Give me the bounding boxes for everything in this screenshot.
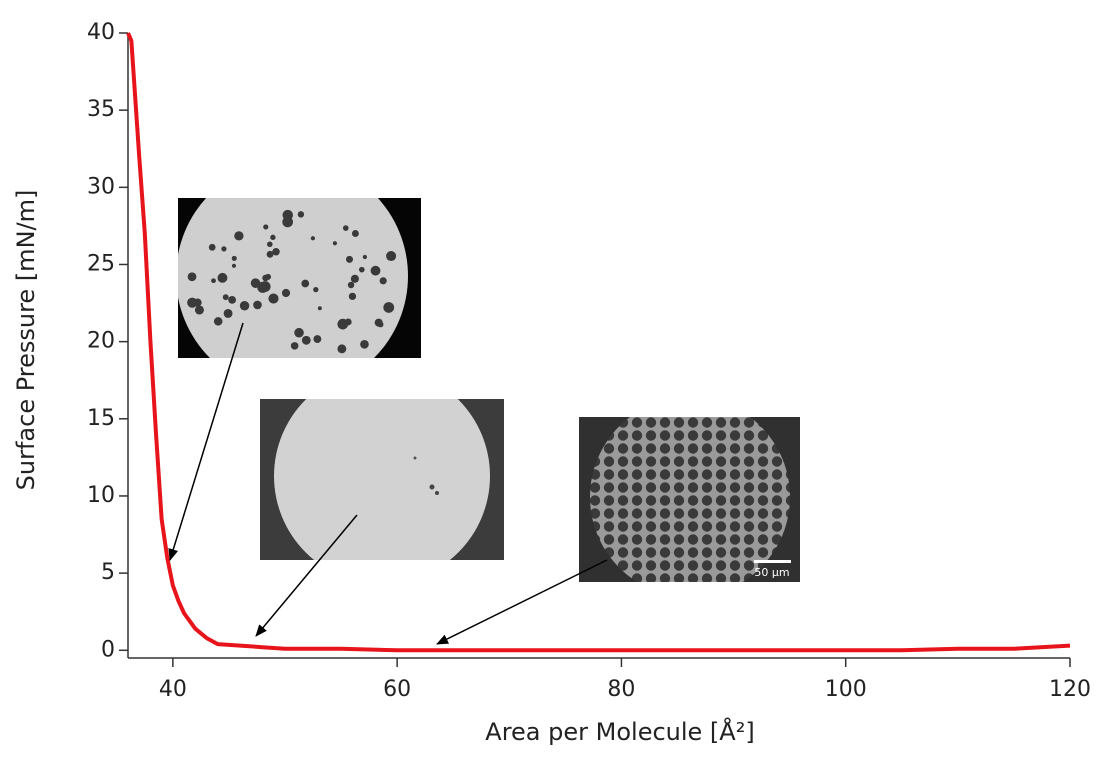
inset-3: 50 µm bbox=[579, 417, 800, 582]
domain-spot bbox=[336, 189, 341, 194]
inset-1 bbox=[178, 174, 421, 372]
domain-spot bbox=[332, 241, 338, 246]
y-tick-label: 15 bbox=[87, 406, 115, 431]
data-line bbox=[126, 32, 1071, 653]
domain-spot bbox=[297, 364, 302, 369]
domain-spot bbox=[301, 335, 311, 345]
domain-spot bbox=[287, 188, 295, 196]
y-tick-label: 25 bbox=[87, 251, 115, 276]
domain-spot bbox=[259, 281, 271, 292]
domain-spot bbox=[272, 191, 278, 197]
domain-spot bbox=[282, 209, 293, 221]
domain-spot bbox=[272, 247, 280, 256]
domain-spot bbox=[377, 321, 384, 328]
x-tick-label: 80 bbox=[607, 677, 635, 702]
domain-spot bbox=[266, 250, 274, 258]
domain-spot bbox=[281, 288, 291, 298]
arrow bbox=[168, 322, 244, 561]
domain-spot bbox=[194, 305, 204, 315]
domain-spot bbox=[313, 335, 322, 344]
domain-spot bbox=[348, 292, 357, 301]
domain-spot bbox=[297, 211, 305, 218]
y-tick-label: 10 bbox=[87, 483, 115, 508]
domain-spot bbox=[362, 254, 368, 260]
domain-spot bbox=[250, 278, 261, 288]
domain-spot bbox=[301, 279, 310, 288]
domain-spot bbox=[275, 362, 285, 372]
domain-spot bbox=[337, 344, 347, 354]
domain-spot bbox=[345, 255, 354, 263]
domain-spot bbox=[234, 231, 244, 241]
domain-spot bbox=[231, 263, 237, 268]
domain-spot bbox=[298, 359, 303, 364]
domain-spot bbox=[262, 274, 269, 282]
x-tick-label: 100 bbox=[825, 677, 867, 702]
domain-spot bbox=[290, 342, 299, 350]
domain-spot bbox=[213, 317, 223, 326]
domain-spot bbox=[239, 301, 250, 311]
domain-spot bbox=[270, 234, 276, 241]
domain-spot bbox=[374, 268, 380, 274]
arrow bbox=[436, 559, 608, 645]
domain-spot bbox=[358, 266, 365, 273]
x-tick-label: 60 bbox=[383, 677, 411, 702]
domain-spot bbox=[360, 339, 369, 349]
domain-spot bbox=[211, 278, 216, 284]
domain-spot bbox=[350, 274, 359, 283]
domain-spot bbox=[310, 236, 316, 241]
domain-spot bbox=[294, 327, 304, 338]
domain-spot bbox=[342, 225, 349, 231]
domain-spot bbox=[222, 294, 229, 301]
y-tick-label: 5 bbox=[101, 560, 115, 585]
scale-bar-label: 50 µm bbox=[754, 566, 789, 579]
x-tick-label: 120 bbox=[1049, 677, 1091, 702]
inset-2 bbox=[260, 399, 504, 560]
domain-spot bbox=[268, 293, 279, 304]
x-axis-label: Area per Molecule [Å²] bbox=[485, 717, 754, 746]
domain-spot bbox=[289, 179, 297, 187]
domain-spot bbox=[221, 246, 227, 252]
y-tick-label: 35 bbox=[87, 97, 115, 122]
domain-spot bbox=[311, 174, 319, 182]
domain-spot bbox=[351, 230, 359, 238]
domain-spot bbox=[344, 318, 352, 326]
domain-spot bbox=[217, 272, 228, 283]
domain-spot bbox=[231, 255, 237, 261]
domain-spot bbox=[383, 302, 395, 313]
arrow bbox=[255, 514, 358, 637]
domain-spot bbox=[379, 277, 387, 285]
domain-spot bbox=[237, 190, 243, 196]
domain-spot bbox=[208, 243, 216, 251]
y-tick-label: 20 bbox=[87, 329, 115, 354]
domain-spot bbox=[386, 251, 397, 262]
domain-spot bbox=[253, 300, 262, 310]
domain-spot bbox=[267, 241, 273, 248]
domain-spot bbox=[347, 281, 355, 289]
domain-spot bbox=[228, 296, 236, 304]
domain-spot bbox=[223, 308, 233, 318]
y-tick-label: 40 bbox=[87, 20, 115, 45]
x-tick-label: 40 bbox=[159, 677, 187, 702]
domain-spot bbox=[263, 224, 269, 230]
y-tick-label: 30 bbox=[87, 174, 115, 199]
domain-spot bbox=[317, 306, 322, 311]
domain-spot bbox=[313, 287, 319, 293]
y-axis-label: Surface Pressure [mN/m] bbox=[12, 190, 40, 491]
domain-spot bbox=[187, 272, 197, 282]
y-tick-label: 0 bbox=[101, 637, 115, 662]
domain-spot bbox=[187, 297, 198, 308]
